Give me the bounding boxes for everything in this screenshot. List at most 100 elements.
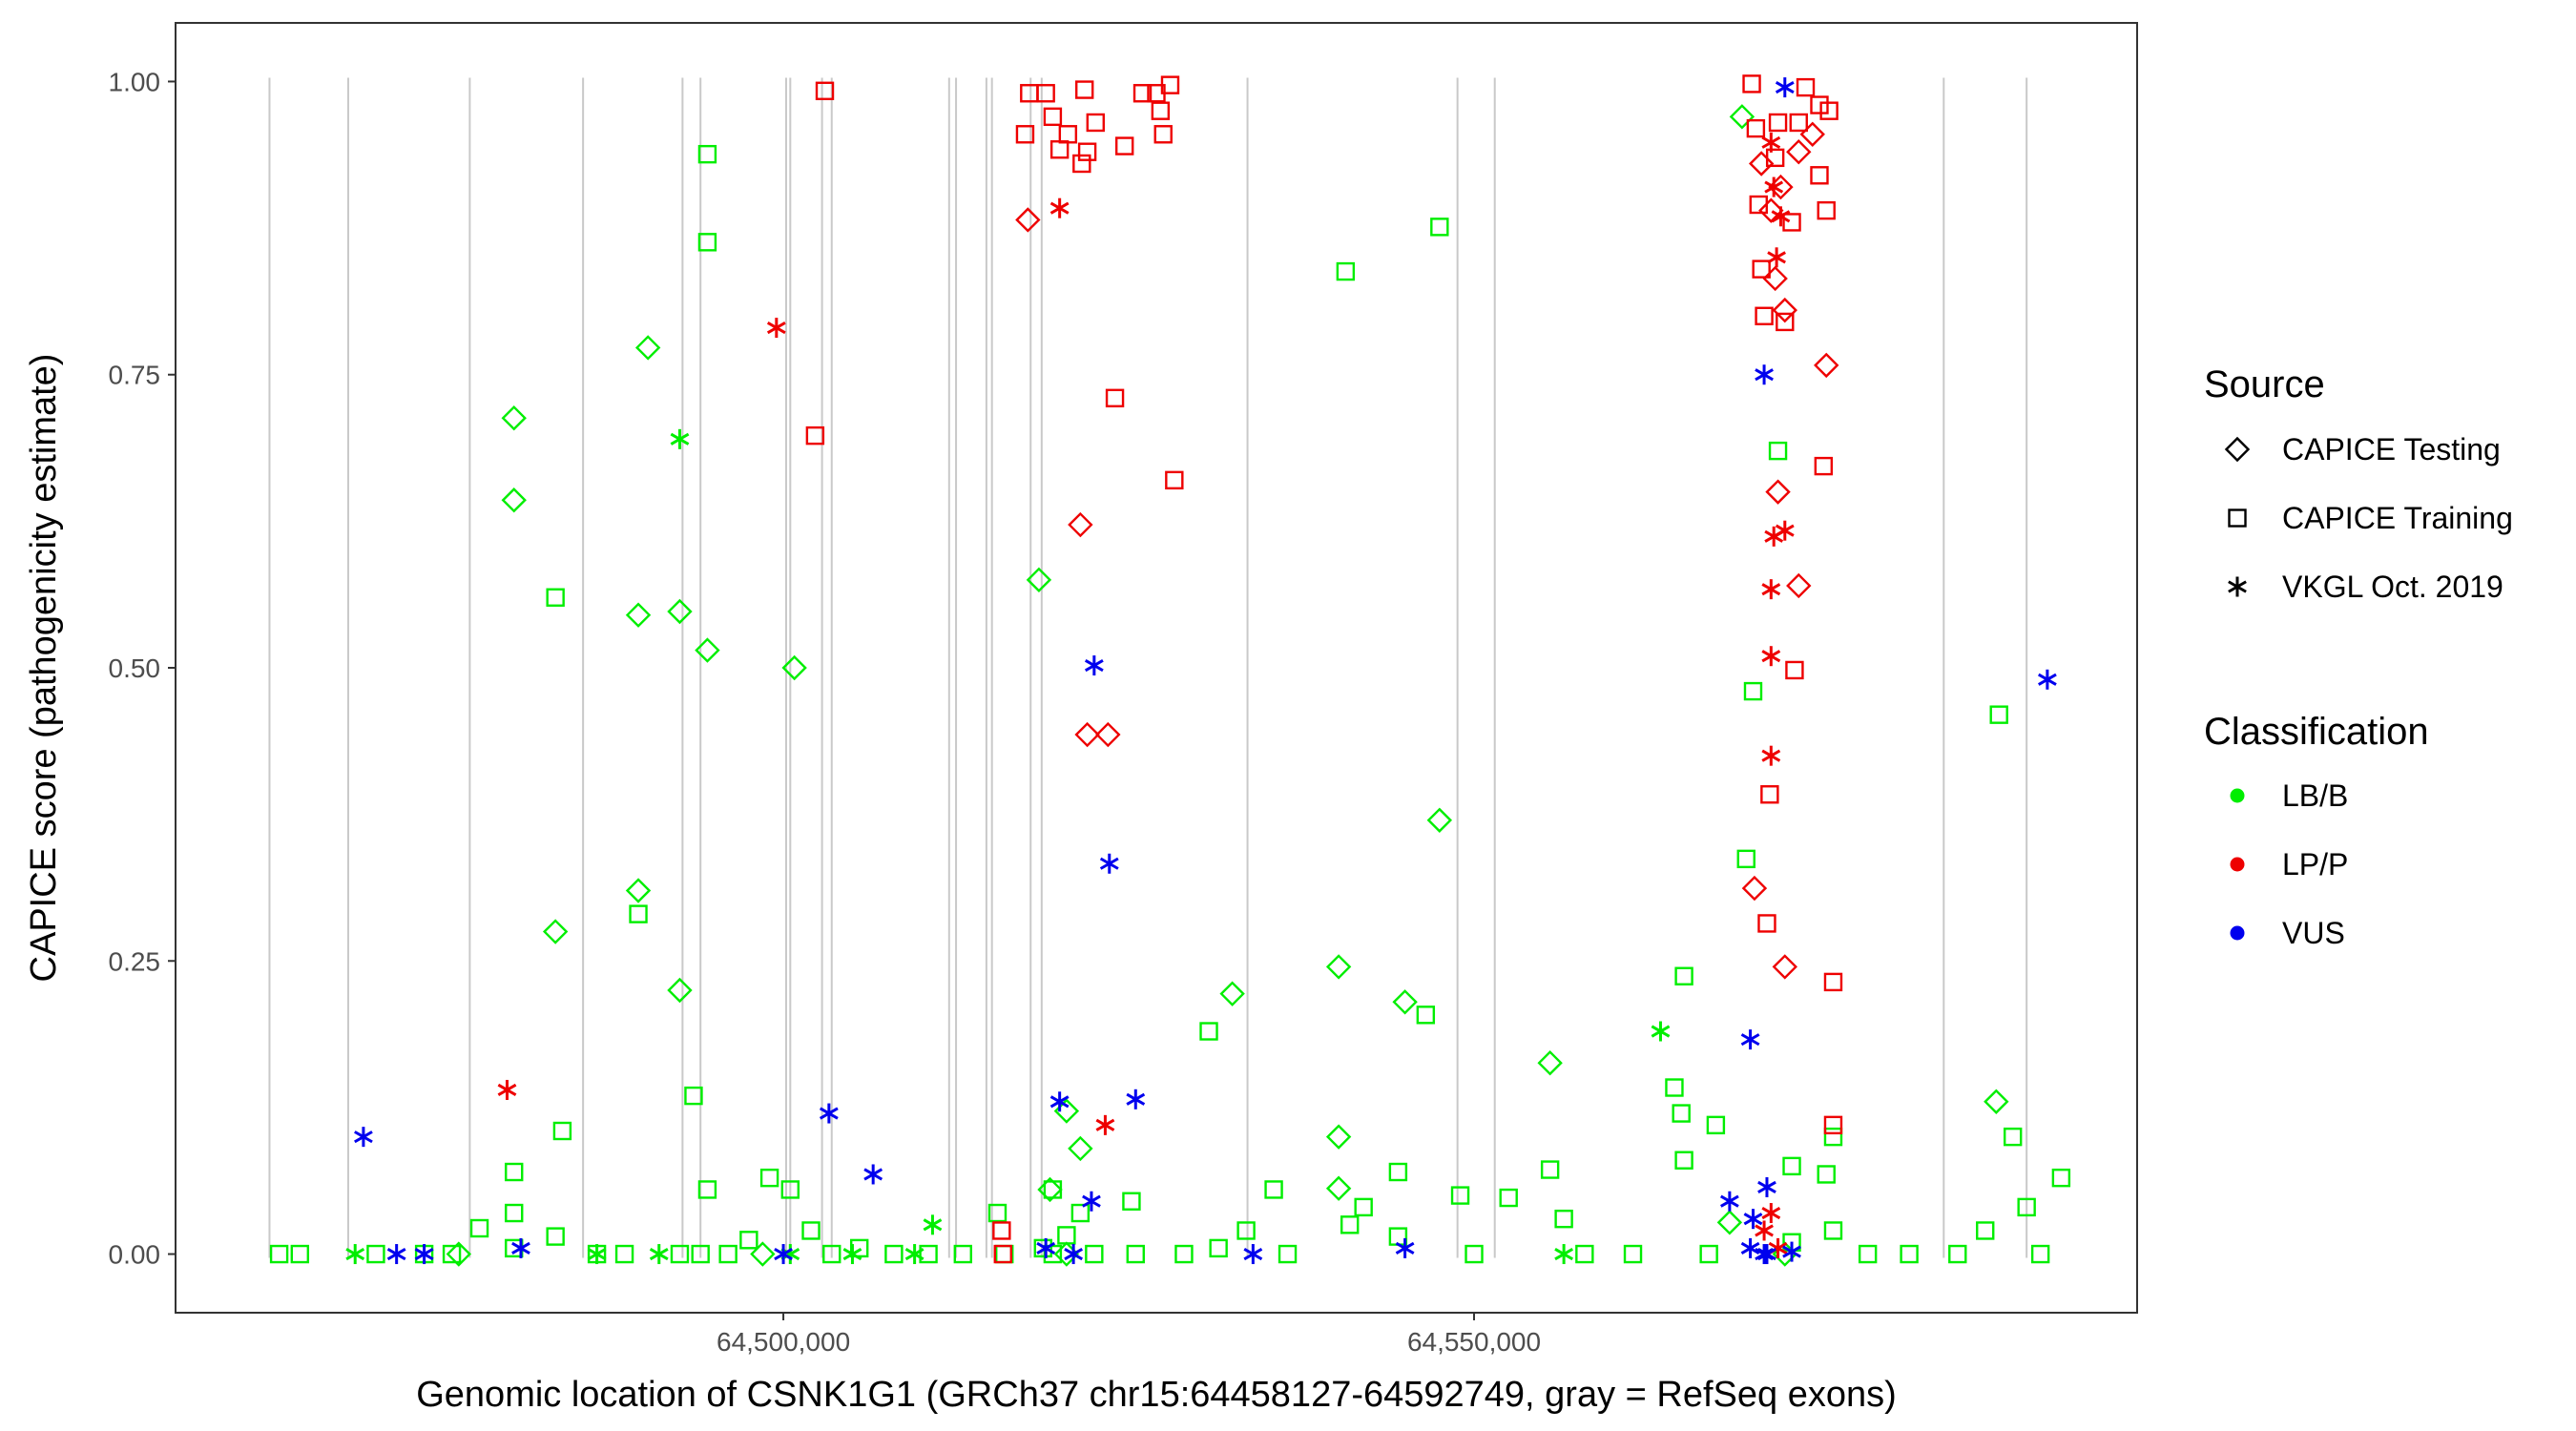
data-point (345, 1244, 365, 1265)
data-point (1775, 77, 1795, 98)
y-tick-label: 0.25 (109, 946, 161, 976)
data-point (1749, 195, 1768, 215)
y-axis-title: CAPICE score (pathogenicity estimate) (24, 354, 64, 983)
data-point (1340, 1215, 1360, 1234)
legend-classification-label: VUS (2282, 916, 2345, 950)
data-point (1858, 1244, 1878, 1264)
data-point (953, 1244, 972, 1264)
data-point (1033, 1238, 1052, 1258)
data-point (1768, 113, 1788, 133)
data-point (1699, 1244, 1718, 1264)
series-3 (805, 74, 1843, 1264)
data-point (1325, 1124, 1352, 1150)
data-point (542, 919, 569, 944)
data-point (1740, 1237, 1760, 1258)
data-point (1761, 132, 1781, 153)
data-point (1761, 1203, 1781, 1224)
data-point (511, 1237, 530, 1258)
data-point (1074, 721, 1100, 748)
data-point (1043, 1180, 1063, 1199)
data-point (822, 1244, 841, 1264)
data-point (1764, 176, 1784, 197)
data-point (1762, 265, 1788, 292)
data-point (1278, 1244, 1298, 1264)
legend-source-item: CAPICE Training (2228, 501, 2513, 535)
data-point (691, 1244, 710, 1264)
legend-classification-items: LB/B LP/P VUS (2230, 778, 2348, 950)
data-point (1765, 148, 1785, 168)
data-point (1049, 197, 1070, 218)
data-point (1765, 479, 1791, 505)
data-point (1761, 579, 1781, 600)
data-point (1761, 745, 1781, 766)
legend-source-title: Source (2204, 363, 2325, 405)
data-point (354, 1127, 373, 1148)
data-point (1814, 352, 1839, 379)
data-point (625, 878, 652, 903)
data-point (766, 318, 786, 339)
data-point (1665, 1078, 1684, 1097)
data-point (1786, 572, 1812, 599)
data-point (1984, 1089, 2009, 1114)
data-point (501, 487, 527, 513)
data-point (505, 1162, 524, 1182)
data-point (1219, 981, 1245, 1006)
data-point (552, 1121, 572, 1141)
data-point (1799, 121, 1825, 147)
data-point (1782, 1241, 1801, 1262)
data-point (1465, 1244, 1484, 1264)
data-point (1900, 1244, 1919, 1264)
asterisk-icon (2228, 576, 2247, 597)
data-point (1416, 1006, 1436, 1025)
data-point (842, 1244, 862, 1265)
data-point (1748, 151, 1775, 176)
data-point (1810, 166, 1829, 185)
data-point (1072, 154, 1091, 174)
data-point (1153, 125, 1173, 144)
data-point (1674, 1151, 1693, 1170)
data-points (269, 74, 2071, 1267)
data-point (718, 1244, 737, 1264)
data-point (1989, 705, 2008, 724)
data-point (697, 233, 717, 252)
data-point (1782, 213, 1801, 232)
data-point (1823, 1115, 1843, 1135)
data-point (1084, 655, 1104, 676)
data-point (1716, 1210, 1743, 1235)
data-point (2038, 669, 2057, 690)
legend-classification-label: LP/P (2282, 847, 2348, 881)
data-point (992, 1221, 1011, 1240)
data-point (1015, 125, 1035, 144)
y-tick-label: 1.00 (109, 67, 161, 96)
legend-classification-label: LB/B (2282, 778, 2348, 813)
square-icon (2228, 508, 2247, 528)
data-point (290, 1244, 310, 1264)
data-point (1554, 1244, 1574, 1265)
dot-icon (2230, 857, 2245, 872)
data-point (366, 1244, 385, 1264)
data-point (625, 602, 652, 628)
data-point (269, 1244, 289, 1264)
x-axis-title: Genomic location of CSNK1G1 (GRCh37 chr1… (416, 1375, 1897, 1415)
data-point (497, 1079, 517, 1100)
legend-source-items: CAPICE Testing CAPICE Training VKGL Oct. 2… (2224, 432, 2513, 604)
data-point (1785, 660, 1804, 680)
data-point (1817, 200, 1836, 220)
series-5 (497, 132, 1795, 1258)
data-point (587, 1244, 607, 1265)
data-point (1015, 207, 1041, 233)
data-point (414, 1244, 434, 1265)
legend: Source CAPICE Testing CAPICE Training VKGL… (2204, 363, 2513, 950)
data-point (819, 1103, 839, 1124)
data-point (1823, 1127, 1843, 1147)
data-point (667, 598, 693, 625)
data-point (1755, 1220, 1774, 1241)
legend-source-label: VKGL Oct. 2019 (2282, 570, 2503, 604)
data-point (1236, 1221, 1256, 1240)
x-tick-label: 64,550,000 (1407, 1327, 1541, 1357)
data-point (1392, 989, 1418, 1015)
data-point (781, 654, 807, 681)
data-point (1086, 113, 1105, 133)
data-point (1068, 511, 1093, 538)
